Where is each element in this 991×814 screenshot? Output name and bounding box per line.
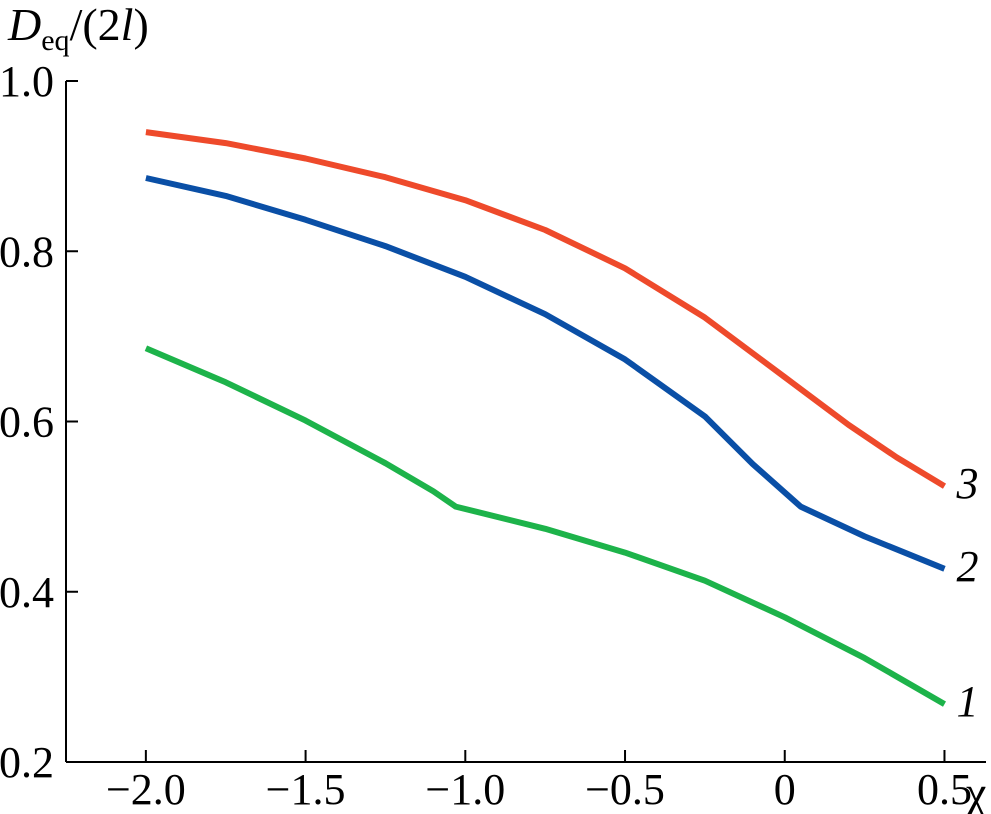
y-axis-label-rest: /(2 (70, 0, 121, 50)
x-tick-label: 0.5 (917, 765, 972, 814)
x-axis-label: χ (965, 767, 987, 814)
series-line-3 (145, 129, 947, 489)
y-axis-label-italic: l (121, 0, 134, 50)
x-tick-label: −1.0 (425, 765, 505, 814)
series-label-2: 2 (956, 542, 978, 591)
y-tick-label: 0.4 (0, 568, 54, 617)
y-axis-label-sub: eq (41, 24, 69, 57)
y-axis-label: Deq/(2l) (7, 0, 149, 57)
axes: 0.2 0.4 0.6 0.8 1.0 −2.0 −1.5 −1.0 −0.5 0 0.5 (0, 57, 986, 814)
y-tick-label: 1.0 (0, 57, 54, 106)
x-tick-label: −0.5 (585, 765, 665, 814)
y-axis-label-close: ) (133, 0, 148, 50)
series-line-2 (145, 175, 946, 572)
y-tick-label: 0.2 (0, 738, 54, 787)
x-tick-label: 0 (774, 765, 796, 814)
y-tick-label: 0.6 (0, 398, 54, 447)
series-label-3: 3 (955, 459, 978, 508)
series-line-1 (144, 345, 946, 707)
x-tick-label: −1.5 (266, 765, 346, 814)
y-tick-label: 0.8 (0, 227, 54, 276)
series-layer (144, 129, 947, 707)
series-label-1: 1 (956, 677, 978, 726)
y-axis-label-main: D (7, 0, 41, 50)
x-tick-label: −2.0 (106, 765, 186, 814)
labels-layer: 1 2 3 (955, 459, 978, 726)
